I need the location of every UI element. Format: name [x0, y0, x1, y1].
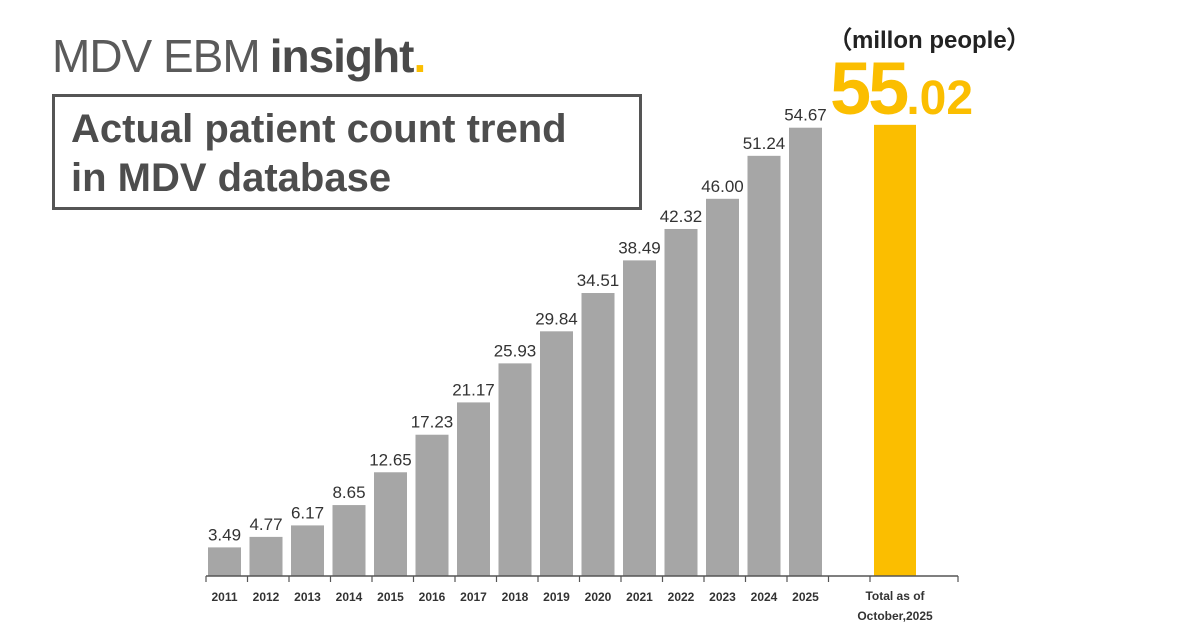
x-tick-label-2025: 2025: [792, 590, 819, 604]
chart-title-line1: Actual patient count trend: [71, 107, 567, 151]
bar-2019: [540, 331, 573, 576]
value-label-2018: 25.93: [494, 341, 537, 360]
value-label-2023: 46.00: [701, 177, 744, 196]
total-decimal: .02: [906, 72, 974, 125]
x-tick-label-2019: 2019: [543, 590, 570, 604]
x-tick-label-2012: 2012: [253, 590, 280, 604]
bar-2016: [415, 434, 449, 576]
value-label-2011: 3.49: [208, 525, 241, 544]
value-label-2019: 29.84: [535, 309, 578, 328]
bar-2018: [498, 363, 532, 576]
x-tick-label-2022: 2022: [668, 590, 695, 604]
x-tick-label-total-line2: October,2025: [857, 609, 933, 623]
bar-2011: [208, 547, 241, 576]
x-tick-label-2020: 2020: [585, 590, 612, 604]
x-tick-label-total-line1: Total as of: [865, 589, 925, 603]
value-label-2022: 42.32: [660, 207, 703, 226]
total-value: 55.02: [830, 52, 973, 126]
x-tick-label-2011: 2011: [211, 590, 237, 604]
bar-2024: [747, 155, 781, 576]
x-tick-label-2021: 2021: [626, 590, 653, 604]
x-axis: 2011 2012 2013 2014 2015 2016 2017 2018 2019 2020…: [205, 575, 959, 623]
x-tick-label-2018: 2018: [502, 590, 529, 604]
x-tick-label-2015: 2015: [377, 590, 404, 604]
brand-dot: .: [413, 30, 426, 82]
brand-product: insight: [269, 30, 415, 82]
bar-2015: [374, 472, 407, 576]
chart-title-line2: in MDV database: [71, 156, 392, 200]
value-label-2016: 17.23: [411, 413, 454, 432]
bar-2014: [332, 505, 366, 576]
x-tick-label-2024: 2024: [751, 590, 778, 604]
bar-2023: [706, 198, 739, 577]
x-tick-label-2017: 2017: [460, 590, 487, 604]
bar-2021: [623, 260, 656, 576]
value-label-2025: 54.67: [784, 106, 827, 125]
chart-title-box: Actual patient count trend in MDV databa…: [52, 94, 642, 210]
value-label-2017: 21.17: [452, 380, 495, 399]
value-label-2012: 4.77: [249, 515, 282, 534]
value-label-2021: 38.49: [618, 238, 661, 257]
unit-label: （millon people）: [828, 27, 1031, 54]
x-tick-label-2014: 2014: [336, 590, 363, 604]
total-integer: 55: [830, 47, 909, 130]
value-label-2013: 6.17: [291, 503, 324, 522]
bar-2013: [291, 525, 324, 576]
value-label-2015: 12.65: [369, 450, 412, 469]
brand-logo: MDV EBM insight.: [52, 28, 426, 84]
bar-2020: [581, 293, 615, 576]
brand-name: MDV EBM: [52, 30, 261, 82]
bar-2025: [789, 127, 822, 577]
value-label-2020: 34.51: [577, 271, 620, 290]
x-tick-label-2023: 2023: [709, 590, 736, 604]
bar-2017: [457, 402, 490, 576]
bar-2022: [664, 228, 698, 576]
bar-total: [874, 124, 916, 576]
bar-2012: [249, 536, 283, 576]
value-label-2024: 51.24: [743, 134, 786, 153]
x-tick-label-2016: 2016: [419, 590, 446, 604]
value-label-2014: 8.65: [332, 483, 365, 502]
x-tick-label-2013: 2013: [294, 590, 321, 604]
